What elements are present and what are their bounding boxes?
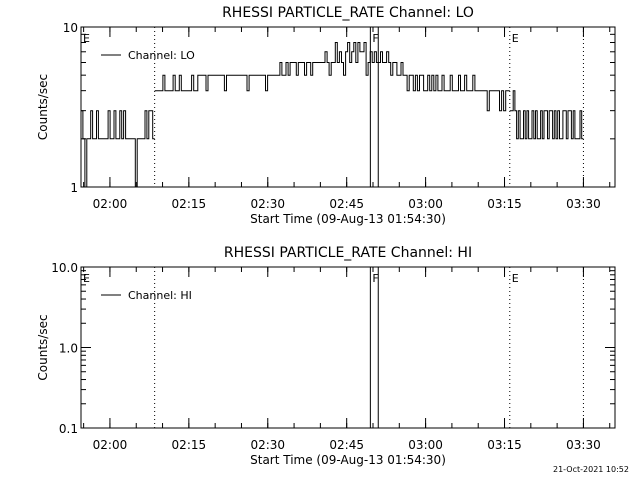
panel2-y-axis-label: Counts/sec (36, 314, 50, 380)
panel2-x-tick-label: 02:30 (250, 438, 285, 452)
footer-timestamp: 21-Oct-2021 10:52 (553, 465, 629, 474)
panel1-x-tick-label: 03:30 (566, 197, 601, 211)
panel2-x-tick-label: 02:15 (172, 438, 207, 452)
panel2-marker-label: E (512, 272, 519, 285)
panel1-x-tick-label: 03:00 (408, 197, 443, 211)
panel1-x-tick-label: 02:30 (250, 197, 285, 211)
panel2-x-tick-label: 03:00 (408, 438, 443, 452)
panel1-series-line (154, 42, 510, 112)
panel1-marker-label: E (83, 32, 90, 45)
panel1-x-tick-label: 03:15 (487, 197, 522, 211)
panel1-title: RHESSI PARTICLE_RATE Channel: LO (222, 5, 474, 21)
panel1-legend-label: Channel: LO (128, 49, 195, 62)
panel2-x-tick-label: 03:30 (566, 438, 601, 452)
panel2-title: RHESSI PARTICLE_RATE Channel: HI (224, 245, 472, 261)
panel2-x-tick-label: 02:00 (93, 438, 128, 452)
panel1-x-tick-label: 02:15 (172, 197, 207, 211)
panel2-marker-label: F (372, 272, 378, 285)
panel1-x-axis-label: Start Time (09-Aug-13 01:54:30) (250, 212, 446, 226)
panel1-y-axis-label: Counts/sec (36, 74, 50, 140)
panel2-y-tick-label: 10.0 (51, 261, 78, 275)
panel1-x-tick-label: 02:45 (329, 197, 364, 211)
panel1-marker-label: F (372, 32, 378, 45)
panel2-x-axis-label: Start Time (09-Aug-13 01:54:30) (250, 453, 446, 467)
panel2-x-tick-label: 02:45 (329, 438, 364, 452)
panel1-x-tick-label: 02:00 (93, 197, 128, 211)
panel2-x-tick-label: 03:15 (487, 438, 522, 452)
panel1-y-tick-label: 1 (70, 181, 78, 195)
panel2-marker-label: E (83, 272, 90, 285)
panel1-y-tick-label: 10 (63, 21, 78, 35)
panel2-y-tick-label: 0.1 (59, 422, 78, 436)
panel2-y-tick-label: 1.0 (59, 342, 78, 356)
panel1-series-line (81, 110, 155, 188)
panel1-series-line (509, 90, 584, 140)
panel2-legend-label: Channel: HI (128, 289, 192, 302)
panel1-marker-label: E (512, 32, 519, 45)
